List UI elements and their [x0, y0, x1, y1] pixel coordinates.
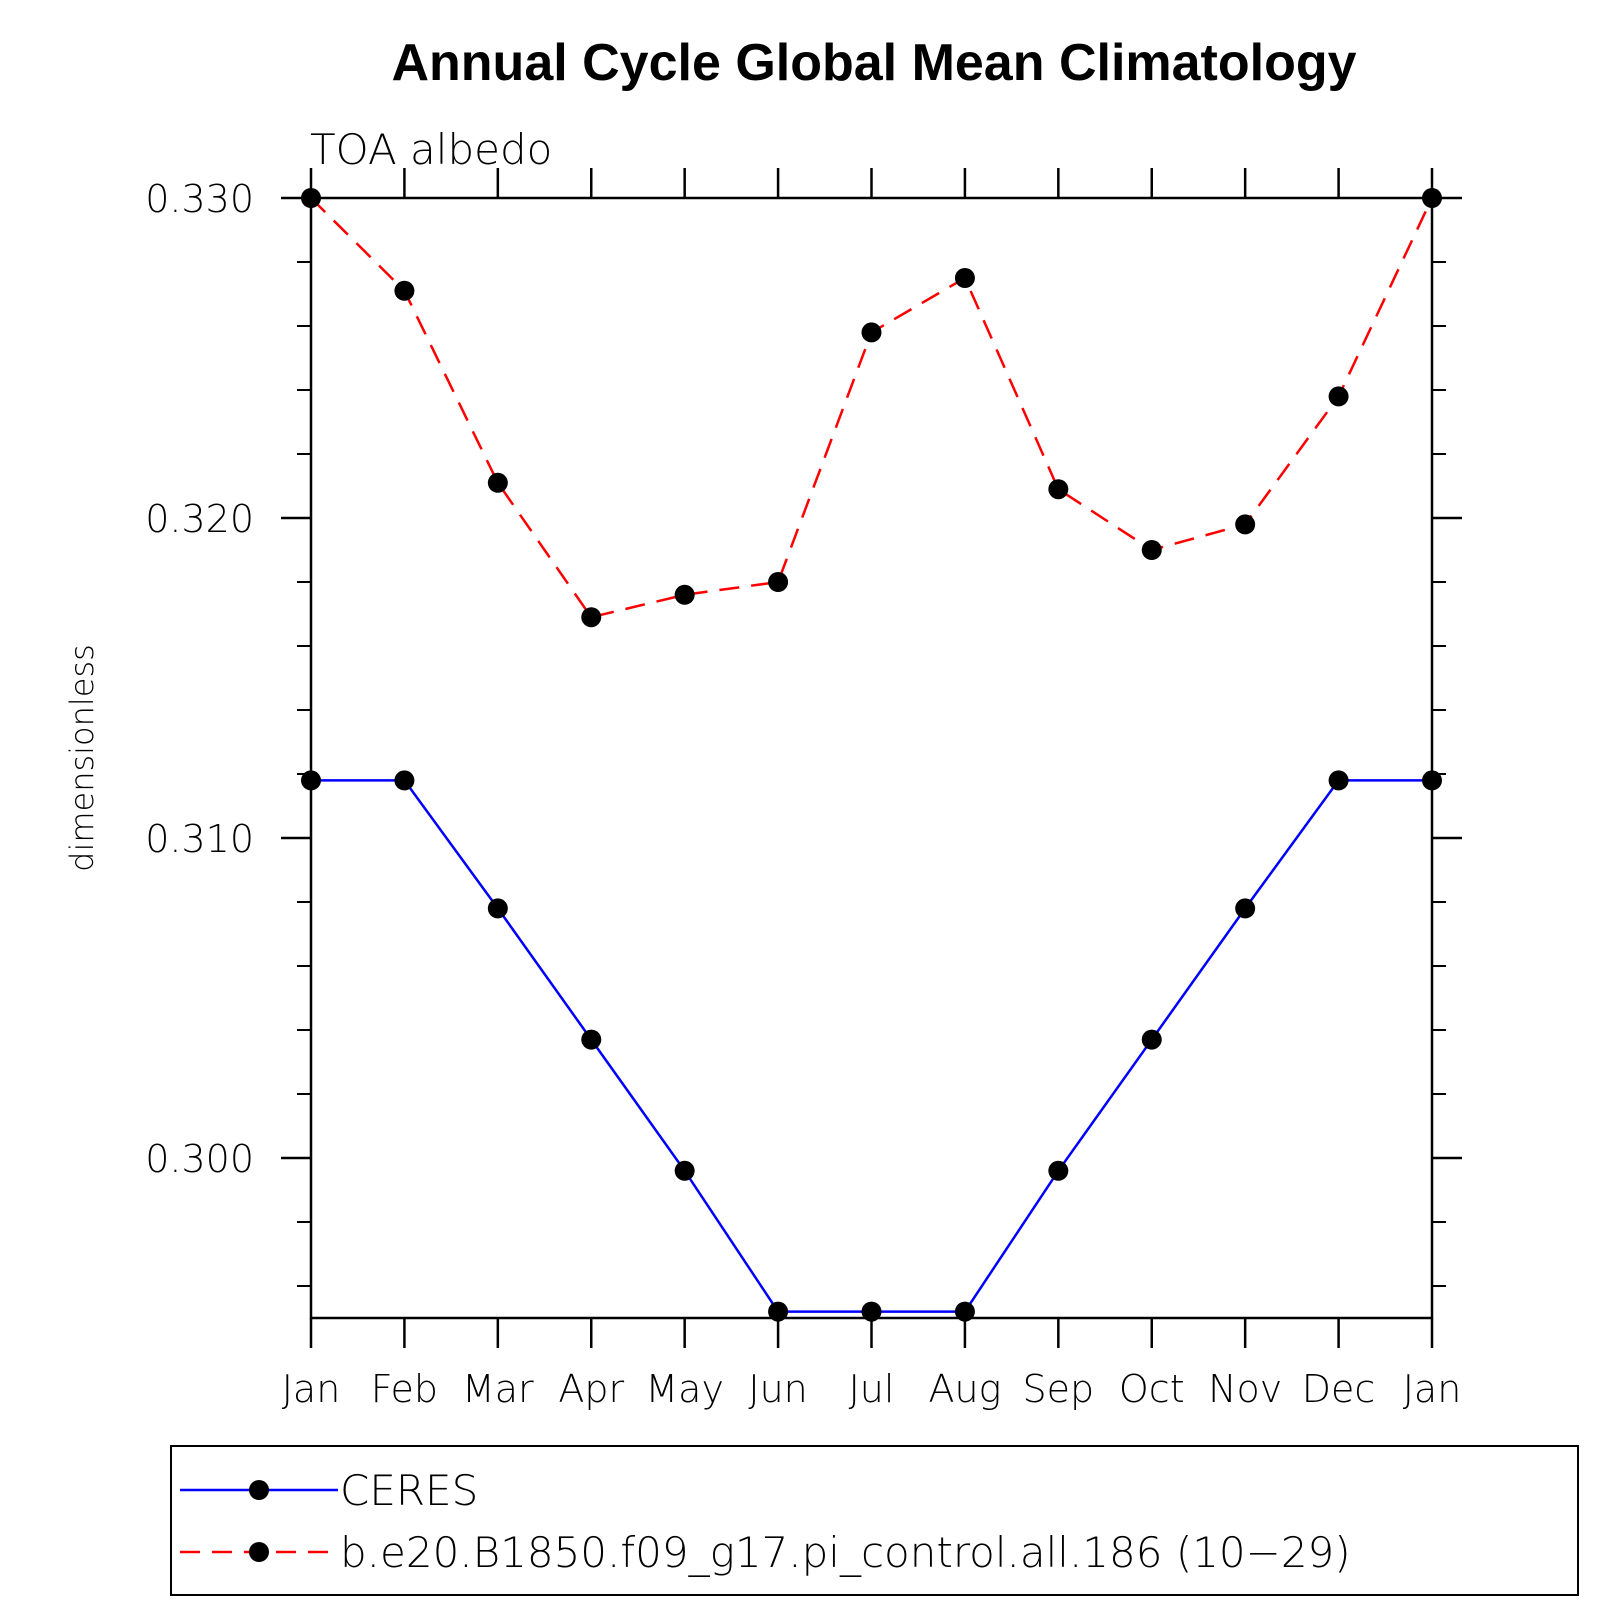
x-tick-label: Apr	[558, 1367, 624, 1411]
data-point-model	[487, 472, 508, 493]
data-point-ceres	[394, 770, 415, 791]
data-point-ceres	[1328, 770, 1349, 791]
legend-label-model: b.e20.B1850.f09_g17.pi_control.all.186 (…	[340, 1528, 1351, 1577]
data-point-ceres	[581, 1029, 602, 1050]
data-point-ceres	[1048, 1160, 1069, 1181]
chart-subtitle: TOA albedo	[310, 125, 552, 174]
legend-label-ceres: CERES	[340, 1466, 478, 1515]
data-point-model	[768, 572, 789, 592]
data-point-model	[301, 188, 321, 208]
data-point-ceres	[1235, 898, 1256, 919]
legend-marker-model	[249, 1542, 269, 1562]
y-axis-label: dimensionless	[63, 644, 101, 872]
data-point-model	[1422, 188, 1442, 208]
data-point-ceres	[768, 1301, 789, 1322]
data-point-ceres	[954, 1301, 975, 1322]
series-line-model	[310, 197, 1434, 619]
data-point-model	[1141, 540, 1162, 560]
data-point-ceres	[861, 1301, 882, 1322]
x-tick-label: Nov	[1208, 1367, 1282, 1411]
data-point-ceres	[674, 1160, 695, 1181]
data-point-ceres	[301, 770, 321, 791]
y-tick-label: 0.310	[145, 817, 254, 861]
x-tick-label: Jan	[1403, 1367, 1462, 1411]
x-tick-label: Jul	[849, 1367, 895, 1411]
x-tick-label: Oct	[1119, 1367, 1185, 1411]
chart-title: Annual Cycle Global Mean Climatology	[391, 34, 1356, 92]
data-point-model	[1328, 386, 1349, 407]
y-tick-label: 0.300	[145, 1137, 254, 1181]
x-tick-label: Aug	[928, 1367, 1001, 1411]
data-point-model	[581, 607, 602, 628]
x-tick-label: Dec	[1302, 1367, 1376, 1411]
x-tick-label: Jan	[282, 1367, 341, 1411]
x-tick-label: Sep	[1023, 1367, 1095, 1411]
x-tick-label: Jun	[748, 1367, 807, 1411]
plot-frame	[309, 196, 1434, 1320]
x-tick-label: May	[645, 1367, 724, 1411]
data-point-model	[861, 322, 882, 343]
data-point-model	[1048, 479, 1069, 500]
data-point-ceres	[487, 898, 508, 919]
legend-box	[170, 1445, 1579, 1596]
data-point-ceres	[1141, 1029, 1162, 1050]
legend-item-ceres: CERES	[180, 1466, 478, 1515]
series-line-ceres	[311, 779, 1432, 1313]
plot-area: Jan Feb Mar Apr May Jun Jul Aug Sep Oct Nov Dec Jan 0…	[145, 168, 1462, 1411]
x-tick-label: Mar	[462, 1367, 534, 1411]
data-point-model	[1235, 514, 1256, 535]
y-tick-label: 0.330	[145, 177, 254, 221]
data-point-model	[674, 584, 695, 605]
y-tick-label: 0.320	[145, 497, 254, 541]
legend-item-model: b.e20.B1850.f09_g17.pi_control.all.186 (…	[180, 1528, 1351, 1577]
data-point-model	[394, 280, 415, 301]
legend-marker-ceres	[249, 1480, 269, 1500]
data-point-ceres	[1422, 770, 1442, 791]
x-tick-label: Feb	[371, 1367, 438, 1411]
data-point-model	[954, 268, 975, 288]
